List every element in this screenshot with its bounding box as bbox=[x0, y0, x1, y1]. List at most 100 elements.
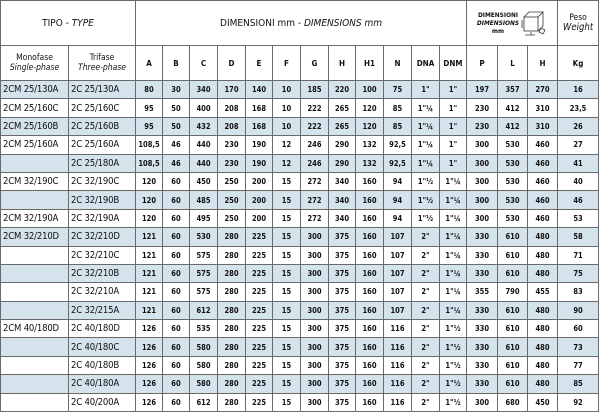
cell-dnm: 1"¼ bbox=[438, 263, 468, 284]
cell-h1: 160 bbox=[355, 374, 384, 394]
cell-h: 480 bbox=[527, 300, 559, 321]
cell-e: 225 bbox=[245, 282, 273, 302]
single-phase-model bbox=[0, 245, 69, 265]
cell-p: 230 bbox=[466, 98, 499, 118]
cell-kg: 46 bbox=[557, 190, 600, 210]
cell-h1: 132 bbox=[355, 135, 384, 155]
cell-h: 265 bbox=[328, 98, 356, 118]
three-phase-model: 2C 32/215A bbox=[68, 300, 136, 321]
three-phase-model: 2C 40/200A bbox=[68, 392, 136, 413]
column-header-l: L bbox=[497, 45, 529, 81]
cell-dna: 1" bbox=[411, 79, 440, 100]
cell-f: 10 bbox=[272, 98, 301, 118]
three-phase-model: 2C 25/160B bbox=[68, 116, 136, 137]
single-phase-model: 2CM 40/180D bbox=[0, 319, 69, 339]
cell-l: 610 bbox=[497, 300, 529, 321]
table-row: 2C 32/210A 121 60 575 280 225 15 300 375 160 107 2"… bbox=[0, 282, 600, 302]
cell-dna: 2" bbox=[411, 355, 440, 376]
type-header: TIPO - TYPE bbox=[0, 0, 136, 46]
cell-dna: 1"½ bbox=[411, 190, 440, 210]
column-header-a: A bbox=[135, 45, 163, 81]
cell-h: 375 bbox=[328, 245, 356, 265]
three-phase-model: 2C 40/180B bbox=[68, 355, 136, 376]
single-phase-model: 2CM 32/190C bbox=[0, 171, 69, 192]
table-row: 2CM 32/190C 2C 32/190C 120 60 450 250 200 15 272… bbox=[0, 171, 600, 192]
column-header-dnm: DNM bbox=[438, 45, 468, 81]
cell-kg: 75 bbox=[557, 263, 600, 284]
column-header-d: D bbox=[217, 45, 246, 81]
cell-e: 140 bbox=[245, 79, 273, 100]
tipo-label: TIPO - bbox=[42, 17, 72, 29]
cell-c: 575 bbox=[189, 282, 218, 302]
cell-h: 270 bbox=[527, 79, 559, 100]
cell-b: 60 bbox=[162, 282, 190, 302]
three-phase-model: 2C 25/160C bbox=[68, 98, 136, 118]
cell-g: 185 bbox=[300, 79, 329, 100]
table-row: 2C 40/180B 126 60 580 280 225 15 300 375 160 116 2"… bbox=[0, 355, 600, 376]
cell-g: 300 bbox=[300, 355, 329, 376]
cell-h: 375 bbox=[328, 374, 356, 394]
cell-d: 280 bbox=[217, 337, 246, 357]
cell-a: 120 bbox=[135, 208, 163, 229]
cell-n: 85 bbox=[383, 116, 412, 137]
cell-dnm: 1"¼ bbox=[438, 300, 468, 321]
cell-kg: 53 bbox=[557, 208, 600, 229]
cell-h: 480 bbox=[527, 227, 559, 247]
cell-f: 15 bbox=[272, 245, 301, 265]
cell-e: 168 bbox=[245, 98, 273, 118]
table-row: 2C 25/180A 108,5 46 440 230 190 12 246 290 132 92,… bbox=[0, 153, 600, 173]
single-phase-model: 2CM 25/160C bbox=[0, 98, 69, 118]
cell-p: 330 bbox=[466, 374, 499, 394]
cell-h: 375 bbox=[328, 355, 356, 376]
column-header-p: P bbox=[466, 45, 499, 81]
cell-h: 460 bbox=[527, 208, 559, 229]
box-dimensions-icon bbox=[521, 11, 546, 36]
cell-n: 116 bbox=[383, 392, 412, 413]
tri-en-label: Three-phase bbox=[78, 63, 126, 73]
single-phase-model bbox=[0, 190, 69, 210]
cell-kg: 16 bbox=[557, 79, 600, 100]
cell-p: 330 bbox=[466, 245, 499, 265]
cell-c: 400 bbox=[189, 98, 218, 118]
cell-l: 610 bbox=[497, 263, 529, 284]
cell-n: 116 bbox=[383, 374, 412, 394]
cell-d: 280 bbox=[217, 319, 246, 339]
cell-f: 15 bbox=[272, 337, 301, 357]
cell-e: 225 bbox=[245, 392, 273, 413]
cell-dna: 2" bbox=[411, 227, 440, 247]
cell-h: 460 bbox=[527, 190, 559, 210]
cell-d: 208 bbox=[217, 98, 246, 118]
cell-dnm: 1"½ bbox=[438, 319, 468, 339]
cell-c: 440 bbox=[189, 153, 218, 173]
single-phase-model bbox=[0, 282, 69, 302]
single-phase-model bbox=[0, 337, 69, 357]
cell-h: 460 bbox=[527, 153, 559, 173]
type-label: TYPE bbox=[71, 17, 94, 29]
three-phase-model: 2C 32/210B bbox=[68, 263, 136, 284]
cell-c: 612 bbox=[189, 392, 218, 413]
cell-n: 92,5 bbox=[383, 153, 412, 173]
three-phase-model: 2C 25/180A bbox=[68, 153, 136, 173]
cell-e: 225 bbox=[245, 300, 273, 321]
cell-b: 60 bbox=[162, 337, 190, 357]
cell-dnm: 1"¼ bbox=[438, 245, 468, 265]
cell-l: 530 bbox=[497, 153, 529, 173]
cell-e: 200 bbox=[245, 171, 273, 192]
single-phase-model bbox=[0, 153, 69, 173]
cell-dnm: 1" bbox=[438, 116, 468, 137]
cell-h1: 120 bbox=[355, 116, 384, 137]
cell-c: 340 bbox=[189, 79, 218, 100]
single-phase-model bbox=[0, 392, 69, 413]
cell-a: 121 bbox=[135, 227, 163, 247]
cell-dna: 2" bbox=[411, 319, 440, 339]
cell-c: 612 bbox=[189, 300, 218, 321]
cell-dna: 1"¼ bbox=[411, 135, 440, 155]
cell-kg: 58 bbox=[557, 227, 600, 247]
cell-dnm: 1" bbox=[438, 135, 468, 155]
cell-n: 116 bbox=[383, 337, 412, 357]
three-phase-model: 2C 32/210A bbox=[68, 282, 136, 302]
cell-c: 580 bbox=[189, 337, 218, 357]
cell-d: 230 bbox=[217, 153, 246, 173]
cell-g: 222 bbox=[300, 116, 329, 137]
cell-h: 460 bbox=[527, 171, 559, 192]
